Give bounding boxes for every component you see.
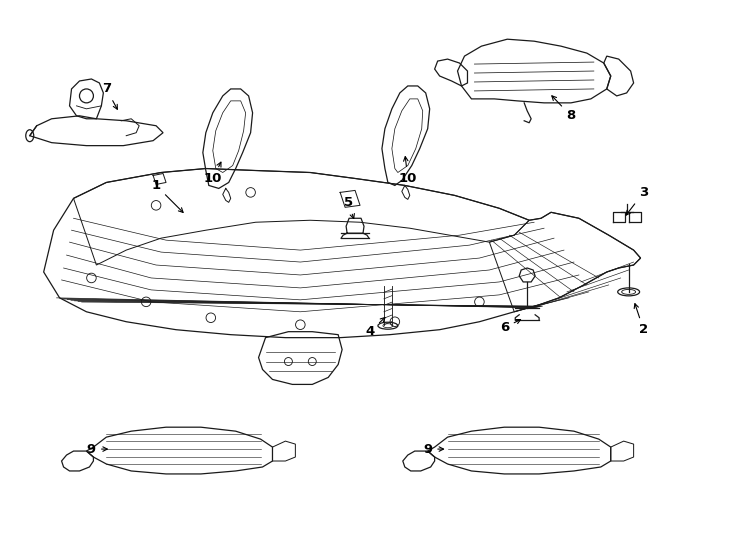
Text: 10: 10: [203, 162, 222, 185]
Text: 9: 9: [87, 443, 107, 456]
Text: 4: 4: [366, 318, 385, 338]
Text: 2: 2: [634, 303, 648, 336]
Text: 8: 8: [552, 96, 575, 122]
Text: 10: 10: [399, 157, 417, 185]
Text: 1: 1: [151, 179, 183, 212]
Text: 9: 9: [423, 443, 443, 456]
Text: 7: 7: [102, 83, 117, 109]
Text: 5: 5: [344, 196, 355, 219]
Text: 6: 6: [500, 320, 520, 334]
Text: 3: 3: [626, 186, 648, 215]
